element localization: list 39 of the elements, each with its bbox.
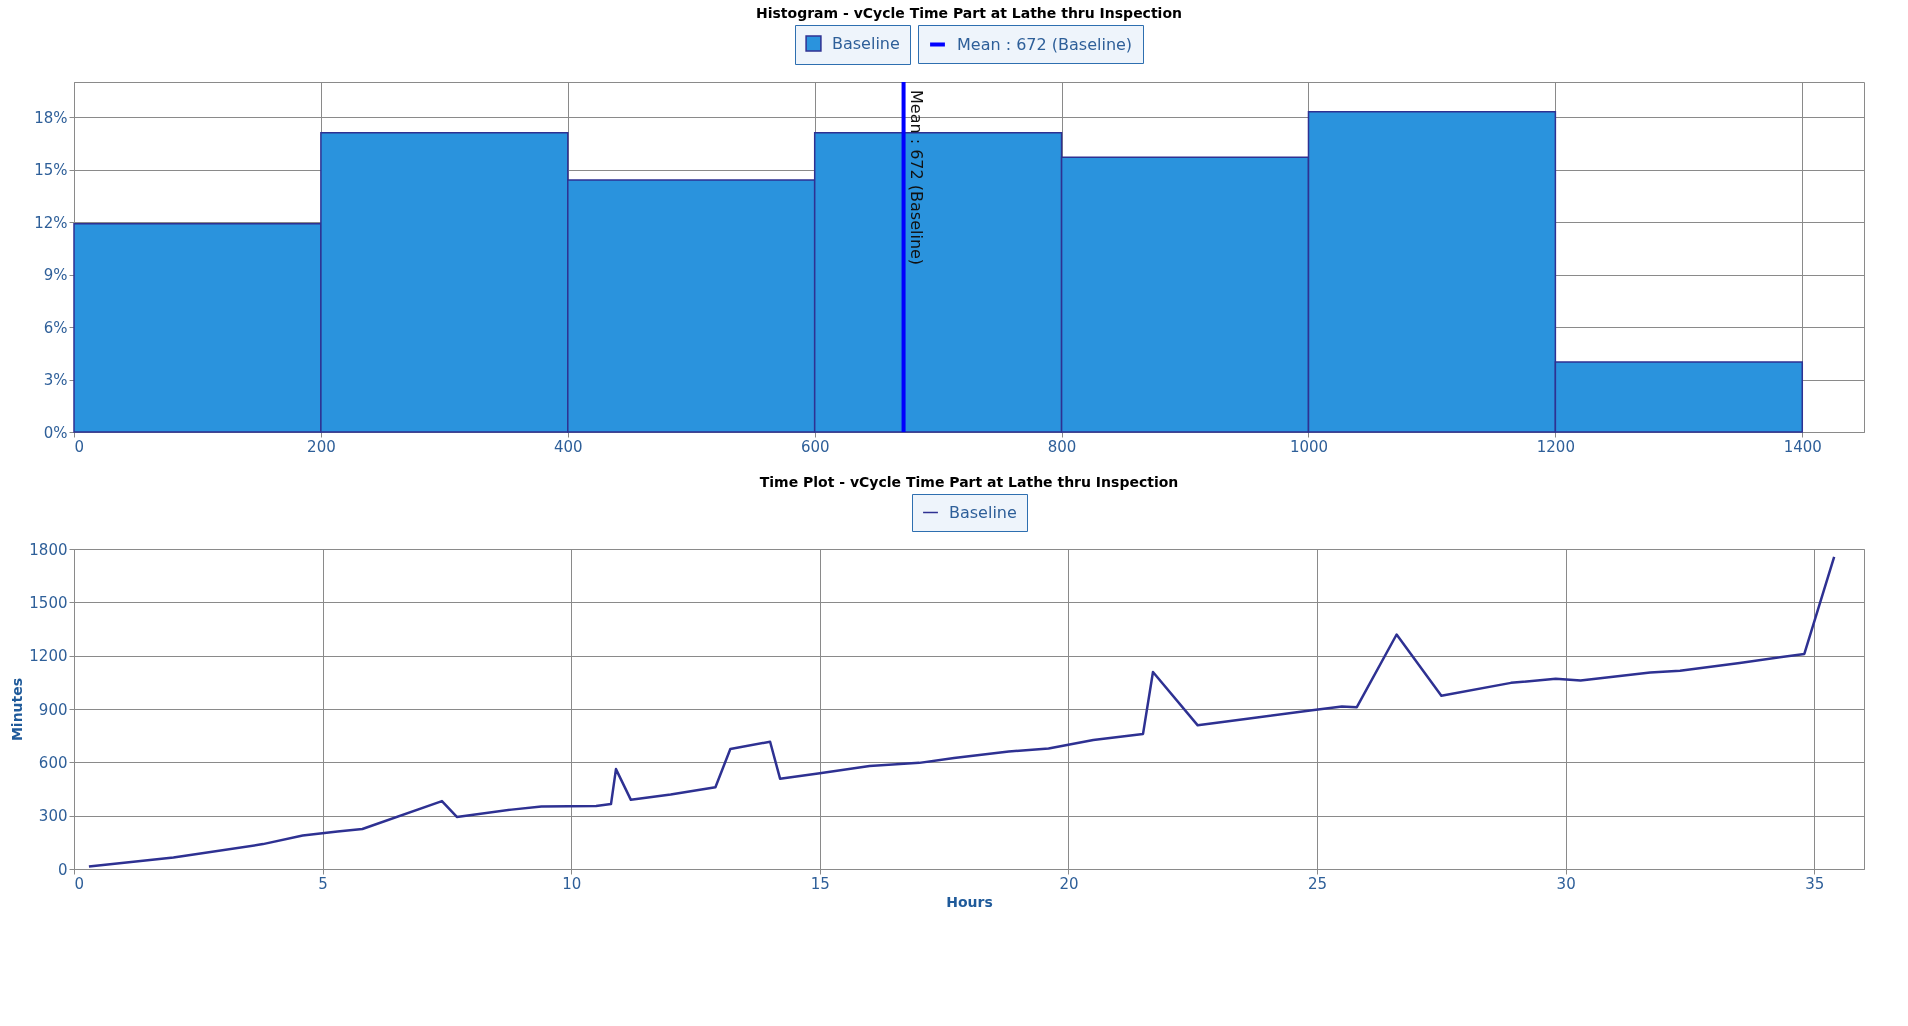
x-tick-label: 5 <box>318 874 328 893</box>
x-tick-label: 400 <box>553 437 583 456</box>
x-tick-label: 10 <box>562 874 582 893</box>
ref-line-label: Mean : 672 (Baseline) <box>906 90 926 266</box>
y-tick-label: 1500 <box>29 593 68 612</box>
y-tick-label: 12% <box>34 213 68 232</box>
x-tick-label: 600 <box>800 437 830 456</box>
y-tick-label: 0 <box>57 860 68 879</box>
x-tick-label: 200 <box>307 437 336 456</box>
chart-title: Time Plot - vCycle Time Part at Lathe thru Inspection <box>759 473 1179 490</box>
x-tick-label: 1000 <box>1289 437 1329 456</box>
text: Mean : 672 (Baseline) <box>957 34 1133 54</box>
y-tick-label: 1200 <box>29 647 68 666</box>
y-tick-label: 6% <box>43 318 68 337</box>
x-tick-label: 0 <box>74 874 85 893</box>
x-tick-label: 25 <box>1308 874 1328 893</box>
x-tick-label: 0 <box>74 437 85 456</box>
x-axis-title: Hours <box>946 893 993 910</box>
x-tick-label: 20 <box>1059 874 1079 893</box>
y-tick-label: 0% <box>43 423 68 442</box>
x-tick-label: 30 <box>1556 874 1576 893</box>
legend-label: Baseline <box>949 502 1017 522</box>
y-tick-label: 1800 <box>29 540 68 559</box>
chart-title: Histogram - vCycle Time Part at Lathe thru Inspection <box>756 4 1182 21</box>
y-tick-label: 3% <box>43 371 68 389</box>
y-tick-label: 300 <box>38 807 68 826</box>
y-tick-label: 15% <box>34 161 68 179</box>
y-tick-label: 18% <box>34 108 68 127</box>
x-tick-label: 1200 <box>1536 437 1575 456</box>
y-tick-label: 9% <box>43 266 68 284</box>
line-series <box>87 555 1836 868</box>
legend-label: Baseline <box>832 33 900 53</box>
x-tick-label: 1400 <box>1783 437 1822 456</box>
x-tick-label: 800 <box>1047 437 1077 456</box>
x-tick-label: 35 <box>1805 874 1825 893</box>
x-tick-label: 15 <box>810 874 830 893</box>
y-tick-label: 900 <box>38 700 68 719</box>
y-axis-title: Minutes <box>9 677 26 742</box>
y-tick-label: 600 <box>38 753 68 772</box>
